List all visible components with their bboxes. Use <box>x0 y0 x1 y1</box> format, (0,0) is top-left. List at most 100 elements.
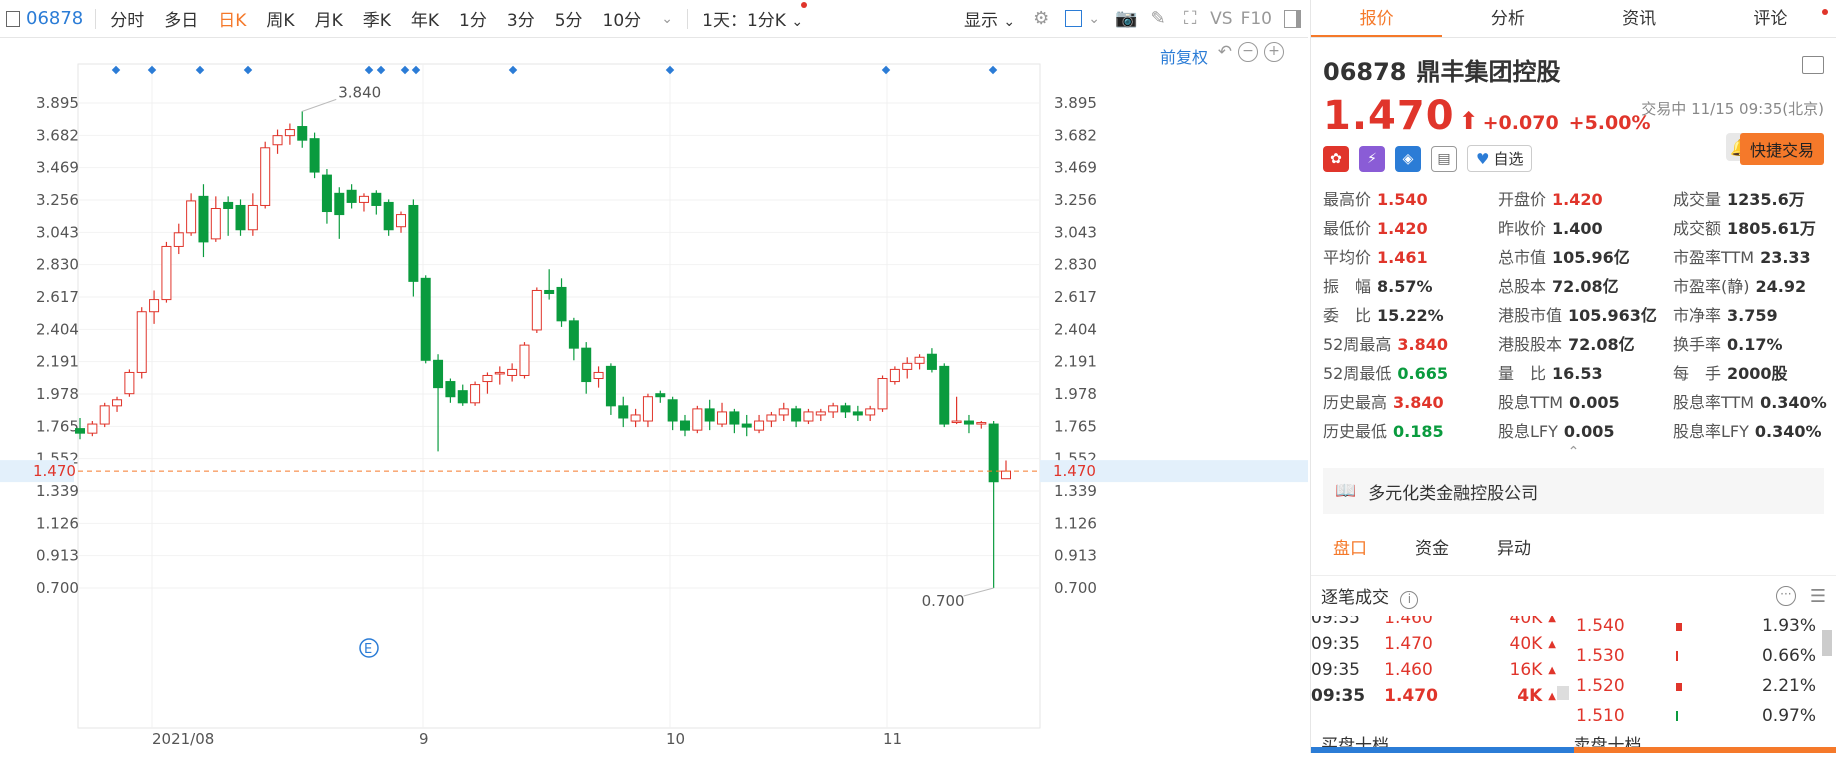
period-tab[interactable]: 季K <box>362 11 391 31</box>
gear-icon[interactable]: ⚙ <box>1033 8 1050 29</box>
candlestick[interactable] <box>741 414 752 437</box>
candlestick[interactable] <box>939 363 950 428</box>
candlestick[interactable] <box>75 417 85 440</box>
event-marker-icon[interactable] <box>147 65 157 75</box>
candlestick[interactable] <box>729 408 740 434</box>
candlestick[interactable] <box>173 223 184 255</box>
panel-toggle-icon[interactable] <box>6 10 20 27</box>
zoom-out-icon[interactable]: − <box>1238 42 1258 62</box>
candlestick[interactable] <box>902 357 913 379</box>
event-marker-icon[interactable] <box>400 65 410 75</box>
event-marker-icon[interactable] <box>881 65 891 75</box>
period-tab[interactable]: 分时 <box>110 11 145 31</box>
interval-select[interactable]: 1天：1分K ⌄ <box>692 2 813 31</box>
candlestick[interactable] <box>309 132 320 179</box>
candlestick[interactable] <box>297 111 308 148</box>
candlestick[interactable] <box>1001 460 1011 480</box>
pencil-icon[interactable]: ✎ <box>1150 8 1166 29</box>
candlestick[interactable] <box>124 369 135 397</box>
list-icon[interactable]: ☰ <box>1809 585 1826 607</box>
candlestick[interactable] <box>408 199 419 297</box>
candlestick[interactable] <box>556 278 567 327</box>
candlestick[interactable] <box>445 378 456 403</box>
candlestick[interactable] <box>605 363 616 415</box>
event-circle-icon[interactable] <box>359 638 379 658</box>
panel-tab[interactable]: 异动 <box>1497 539 1531 559</box>
period-tab[interactable]: 年K <box>410 11 440 31</box>
quote-tab[interactable]: 资讯 <box>1622 9 1657 29</box>
candlestick[interactable] <box>704 399 715 431</box>
candlestick[interactable] <box>321 169 332 224</box>
collapse-icon[interactable]: ⌃ <box>1567 444 1580 460</box>
candlestick[interactable] <box>99 402 110 428</box>
fq-label[interactable]: 前复权 <box>1159 48 1208 67</box>
candlestick[interactable] <box>889 366 900 385</box>
candlestick[interactable] <box>334 187 345 239</box>
kline-chart[interactable]: 3.895 3.895 3.682 3.682 3.469 3.469 3.256 3.256… <box>0 38 1308 753</box>
quick-trade-button[interactable]: 快捷交易 <box>1739 133 1824 165</box>
scrollbar[interactable] <box>1822 630 1832 656</box>
candlestick[interactable] <box>963 414 974 434</box>
sidebar-icon[interactable] <box>1281 8 1303 30</box>
candlestick[interactable] <box>186 193 197 236</box>
candlestick[interactable] <box>593 366 604 388</box>
candlestick[interactable] <box>494 366 505 385</box>
candlestick[interactable] <box>519 342 530 379</box>
candlestick[interactable] <box>926 348 937 373</box>
candlestick[interactable] <box>914 354 925 370</box>
company-tag[interactable]: 📖 多元化类金融控股公司 <box>1323 468 1824 514</box>
note-icon[interactable]: ▤ <box>1431 145 1457 172</box>
period-tab[interactable]: 3分 <box>506 11 535 31</box>
candlestick[interactable] <box>877 375 888 412</box>
quote-tab[interactable]: 评论 <box>1753 9 1788 29</box>
candlestick[interactable] <box>791 405 802 428</box>
candlestick[interactable] <box>865 405 876 422</box>
candlestick[interactable] <box>630 408 641 428</box>
chevron-down-icon[interactable]: ⌄ <box>661 10 674 27</box>
period-tab[interactable]: 月K <box>314 11 343 31</box>
mini-scroll[interactable] <box>1557 686 1569 700</box>
candlestick[interactable] <box>778 402 789 422</box>
candlestick[interactable] <box>112 396 123 412</box>
period-tab[interactable]: 10分 <box>602 11 642 31</box>
event-marker-icon[interactable] <box>243 65 253 75</box>
kline-svg[interactable]: 3.895 3.895 3.682 3.682 3.469 3.469 3.256 3.256… <box>0 38 1308 753</box>
event-marker-icon[interactable] <box>988 65 998 75</box>
candlestick[interactable] <box>815 408 826 422</box>
candlestick[interactable] <box>284 123 295 145</box>
candlestick[interactable] <box>482 372 493 394</box>
candlestick[interactable] <box>667 396 678 431</box>
candlestick[interactable] <box>136 307 147 379</box>
panel-tab[interactable]: 资金 <box>1415 539 1449 559</box>
candlestick[interactable] <box>618 396 629 428</box>
quote-tab[interactable]: 分析 <box>1490 9 1525 29</box>
candlestick[interactable] <box>235 199 246 236</box>
ticks-list[interactable]: 09:35 1.460 40K ▲ 09:35 1.470 40K ▲ 09:35 1.460 16… <box>1311 616 1836 728</box>
lightning-icon[interactable]: ⚡ <box>1359 145 1385 172</box>
f10-button[interactable]: F10 <box>1240 8 1272 29</box>
candlestick[interactable] <box>717 402 728 428</box>
candlestick[interactable] <box>396 211 407 233</box>
hk-flag-icon[interactable]: ✿ <box>1323 145 1349 172</box>
zoom-in-icon[interactable]: + <box>1264 42 1284 62</box>
event-marker-icon[interactable] <box>411 65 421 75</box>
candlestick[interactable] <box>198 184 209 258</box>
chevron-down-icon[interactable]: ⌄ <box>1088 10 1101 27</box>
candlestick[interactable] <box>679 414 690 437</box>
candlestick[interactable] <box>420 275 431 364</box>
candlestick[interactable] <box>470 381 481 406</box>
menu-icon[interactable] <box>1802 56 1824 74</box>
candlestick[interactable] <box>568 317 579 361</box>
event-marker-icon[interactable] <box>665 65 675 75</box>
candlestick[interactable] <box>766 411 777 428</box>
event-marker-icon[interactable] <box>508 65 518 75</box>
event-marker-icon[interactable] <box>111 65 121 75</box>
period-tab[interactable]: 5分 <box>554 11 583 31</box>
candlestick[interactable] <box>531 287 542 333</box>
square-icon[interactable] <box>1062 8 1084 30</box>
candlestick[interactable] <box>346 184 357 209</box>
display-menu[interactable]: 显示 ⌄ <box>954 6 1025 31</box>
candlestick[interactable] <box>655 390 666 403</box>
candlestick[interactable] <box>581 342 592 394</box>
candlestick[interactable] <box>852 405 863 422</box>
